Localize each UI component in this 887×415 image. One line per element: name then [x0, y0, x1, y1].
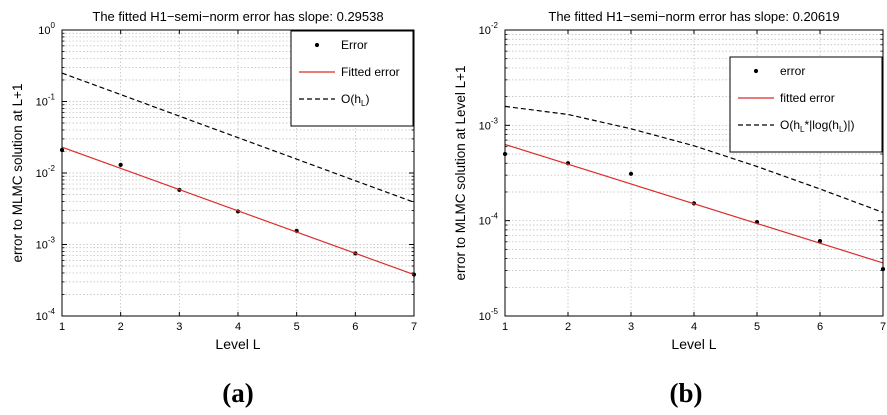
- reference-line: [61, 72, 415, 203]
- x-axis-label: Level L: [671, 336, 716, 352]
- y-tick-label: 10-2: [479, 21, 499, 37]
- x-tick-label: 2: [565, 321, 571, 333]
- y-tick-label: 10-3: [479, 116, 499, 132]
- data-point: [118, 162, 123, 167]
- legend-label: Fitted error: [341, 65, 400, 79]
- legend: Error Fitted error O(hL): [290, 30, 414, 127]
- fitted-line: [61, 146, 415, 276]
- y-tick-label: 10-4: [36, 307, 56, 323]
- y-tick-label: 100: [38, 21, 55, 37]
- legend-label: O(hL*|log(hL)|): [780, 118, 855, 134]
- legend: error fitted error O(hL*|log(hL)|): [729, 56, 883, 153]
- x-tick-label: 5: [754, 321, 760, 333]
- x-tick-label: 1: [59, 321, 65, 333]
- y-axis-label: error to MLMC solution at Level L+1: [453, 66, 468, 281]
- fitted-line: [504, 143, 884, 264]
- panel-label-a: (a): [222, 378, 253, 408]
- legend-marker: [753, 68, 759, 74]
- y-tick-label: 10-3: [36, 236, 56, 252]
- legend-box: [290, 30, 414, 127]
- legend-marker: [314, 42, 320, 48]
- x-tick-label: 7: [411, 321, 417, 333]
- chart-panel-2: 1 2 3 4 5 6 7 10-5 10-4 10-3 10-2 The fitted H1−sem…: [453, 9, 886, 352]
- x-tick-label: 6: [817, 321, 823, 333]
- x-tick-label: 2: [118, 321, 124, 333]
- x-tick-label: 3: [628, 321, 634, 333]
- data-point: [628, 171, 634, 176]
- legend-label: O(hL): [341, 92, 369, 108]
- y-tick-label: 10-5: [479, 307, 499, 323]
- x-tick-label: 6: [352, 321, 358, 333]
- x-tick-label: 7: [880, 321, 886, 333]
- x-tick-label: 5: [294, 321, 300, 333]
- panel-label-b: (b): [670, 378, 703, 408]
- x-tick-label: 4: [691, 321, 697, 333]
- y-axis-label: error to MLMC solution at L+1: [10, 84, 25, 263]
- chart-panel-1: 1 2 3 4 5 6 7 10-4 10-3 10-2 10-1 100 The fitted H1−…: [10, 9, 417, 352]
- y-tick-label: 10-1: [36, 93, 56, 109]
- x-tick-label: 4: [235, 321, 241, 333]
- data-point: [817, 239, 823, 244]
- x-tick-label: 3: [176, 321, 182, 333]
- legend-label: error: [780, 64, 805, 78]
- y-tick-label: 10-4: [479, 212, 499, 228]
- chart-title: The fitted H1−semi−norm error has slope:…: [92, 9, 383, 24]
- reference-line: [504, 105, 884, 213]
- legend-label: fitted error: [780, 91, 835, 105]
- chart-title: The fitted H1−semi−norm error has slope:…: [548, 9, 839, 24]
- x-tick-label: 1: [502, 321, 508, 333]
- x-axis-label: Level L: [215, 336, 260, 352]
- y-tick-label: 10-2: [36, 164, 56, 180]
- legend-label: Error: [341, 38, 368, 52]
